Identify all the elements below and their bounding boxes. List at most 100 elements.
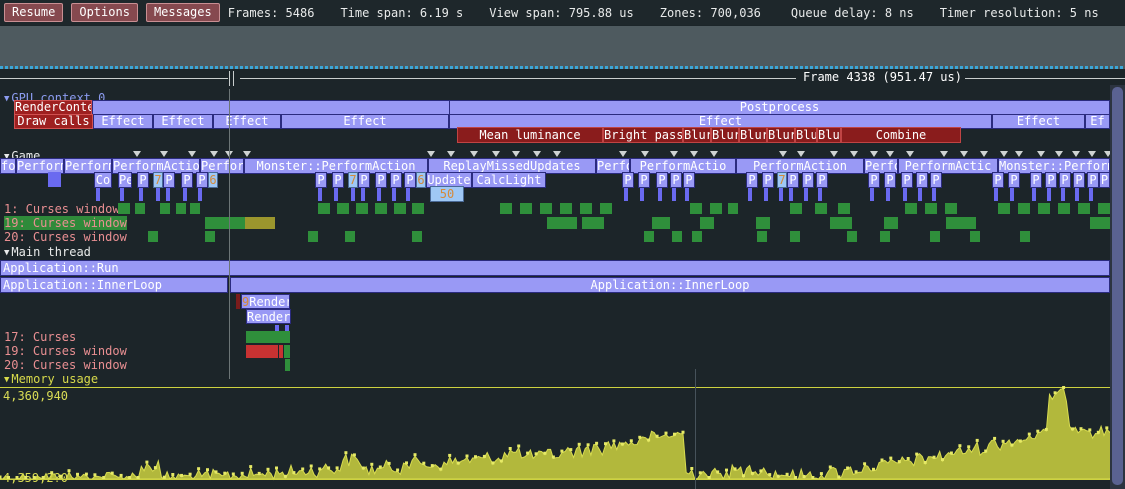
game-bar-row20-1[interactable] xyxy=(205,231,215,242)
zone-application-innerloop-left[interactable]: Application::InnerLoop xyxy=(0,277,228,293)
collapse-arrow-icon[interactable]: ▼ xyxy=(4,248,10,258)
game-lock-33[interactable] xyxy=(1047,188,1051,201)
game-lock-10[interactable] xyxy=(361,188,365,201)
collapse-arrow-icon[interactable]: ▼ xyxy=(4,152,10,162)
game-zone-r0-11[interactable]: PerformActic xyxy=(898,158,998,174)
game-lock-wide[interactable] xyxy=(48,172,61,187)
game-bar-row1-10[interactable] xyxy=(412,203,424,214)
game-bar-row19-1[interactable] xyxy=(245,217,275,229)
main-bar-19c[interactable] xyxy=(284,345,290,358)
game-thread-1-label[interactable]: 1: Curses window xyxy=(4,202,120,216)
game-bar-row20-6[interactable] xyxy=(672,231,682,242)
game-zone-r1-28[interactable]: P xyxy=(816,172,828,188)
game-zone-r1-27[interactable]: P xyxy=(802,172,814,188)
game-bar-row19-4[interactable] xyxy=(652,217,670,229)
game-lock-30[interactable] xyxy=(994,188,998,201)
game-zone-r1-18[interactable]: P xyxy=(622,172,634,188)
game-lock-2[interactable] xyxy=(139,188,143,201)
game-bar-row1-12[interactable] xyxy=(520,203,532,214)
game-lock-35[interactable] xyxy=(1075,188,1079,201)
game-zone-r1-5[interactable]: P xyxy=(181,172,193,188)
game-bar-row1-27[interactable] xyxy=(1018,203,1030,214)
game-zone-r1-4[interactable]: P xyxy=(163,172,175,188)
game-zone-r1-30[interactable]: P xyxy=(884,172,896,188)
game-zone-r1-35[interactable]: P xyxy=(1008,172,1020,188)
gpu-zone-r2-2[interactable]: Ef xyxy=(1085,114,1110,129)
game-zone-r1-32[interactable]: P xyxy=(916,172,928,188)
game-bar-row1-21[interactable] xyxy=(815,203,827,214)
game-bar-row1-9[interactable] xyxy=(394,203,406,214)
game-bar-row20-14[interactable] xyxy=(1020,231,1030,242)
main-thread-17-label[interactable]: 17: Curses xyxy=(4,330,77,344)
game-zone-r0-12[interactable]: Monster::PerformAction xyxy=(998,158,1110,174)
zone-application-innerloop-right[interactable]: Application::InnerLoop xyxy=(230,277,1110,293)
game-zone-r1-22[interactable]: P xyxy=(683,172,695,188)
game-lock-11[interactable] xyxy=(377,188,381,201)
game-lock-34[interactable] xyxy=(1061,188,1065,201)
game-bar-row20-10[interactable] xyxy=(847,231,857,242)
game-bar-row1-26[interactable] xyxy=(998,203,1010,214)
messages-button[interactable]: Messages xyxy=(145,3,220,22)
game-bar-row1-29[interactable] xyxy=(1058,203,1070,214)
game-zone-r0-7[interactable]: Perfo xyxy=(596,158,630,174)
lock-marker-3[interactable] xyxy=(285,325,289,336)
main-bar-19a[interactable] xyxy=(246,345,278,358)
game-lock-27[interactable] xyxy=(903,188,907,201)
game-bar-row1-25[interactable] xyxy=(945,203,957,214)
zone-application-run[interactable]: Application::Run xyxy=(0,260,1110,276)
game-bar-row20-11[interactable] xyxy=(880,231,890,242)
game-bar-row1-17[interactable] xyxy=(690,203,702,214)
game-bar-row20-4[interactable] xyxy=(412,231,422,242)
game-lock-9[interactable] xyxy=(351,188,355,201)
gpu-zone-r3-1[interactable]: Bright pass xyxy=(603,127,683,143)
game-zone-r1-23[interactable]: P xyxy=(746,172,758,188)
main-bar-19b[interactable] xyxy=(279,345,283,358)
game-bar-row20-0[interactable] xyxy=(148,231,158,242)
game-zone-r1-8[interactable]: P xyxy=(315,172,327,188)
game-lock-7[interactable] xyxy=(318,188,322,201)
game-lock-28[interactable] xyxy=(918,188,922,201)
game-lock-20[interactable] xyxy=(764,188,768,201)
timeline[interactable]: Frame 4338 (951.47 us) ▼ GPU context 0 Re… xyxy=(0,69,1125,489)
gpu-zone-r1-2[interactable]: Effect xyxy=(153,114,213,129)
game-zone-r0-0[interactable]: fo xyxy=(0,158,16,174)
game-lock-8[interactable] xyxy=(334,188,338,201)
game-zone-r1-6[interactable]: P xyxy=(196,172,208,188)
game-bar-row1-30[interactable] xyxy=(1078,203,1090,214)
game-bar-row1-1[interactable] xyxy=(135,203,145,214)
vertical-scrollbar[interactable] xyxy=(1110,85,1125,489)
game-bar-row19-8[interactable] xyxy=(884,217,898,229)
game-zone-r1-10[interactable]: 7 xyxy=(348,172,358,188)
memory-usage-plot[interactable]: 4,360,940 4,359,2?0 xyxy=(0,379,1125,489)
lock-marker-2[interactable] xyxy=(275,325,279,336)
game-bar-row1-7[interactable] xyxy=(356,203,368,214)
game-bar-row20-9[interactable] xyxy=(790,231,800,242)
game-zone-r1-3[interactable]: 7 xyxy=(153,172,163,188)
gpu-zone-r2-1[interactable]: Effect xyxy=(992,114,1085,129)
game-zone-r1-9[interactable]: P xyxy=(332,172,344,188)
game-zone-r1-11[interactable]: P xyxy=(358,172,370,188)
timeline-ruler[interactable]: Frame 4338 (951.47 us) xyxy=(0,69,1125,89)
game-lock-1[interactable] xyxy=(120,188,124,201)
game-lock-4[interactable] xyxy=(166,188,170,201)
game-bar-row20-13[interactable] xyxy=(970,231,980,242)
game-zone-r1-37[interactable]: P xyxy=(1045,172,1057,188)
game-zone-r1-15[interactable]: 6 xyxy=(416,172,426,188)
game-lock-36[interactable] xyxy=(1089,188,1093,201)
game-bar-row20-7[interactable] xyxy=(692,231,702,242)
game-bar-row19-6[interactable] xyxy=(756,217,770,229)
game-lock-6[interactable] xyxy=(198,188,202,201)
game-bar-row1-11[interactable] xyxy=(500,203,512,214)
gpu-zone-r0-0[interactable]: RenderContext xyxy=(14,100,92,115)
gpu-zone-r3-7[interactable]: Blur xyxy=(817,127,841,143)
gpu-zone-r1-5[interactable]: Postprocess xyxy=(449,100,1110,115)
game-bar-row1-6[interactable] xyxy=(337,203,349,214)
game-zone-r1-41[interactable]: P xyxy=(1099,172,1110,188)
game-bar-row20-3[interactable] xyxy=(345,231,355,242)
collapse-arrow-icon[interactable]: ▼ xyxy=(4,375,10,385)
game-thread-19-label[interactable]: 19: Curses window xyxy=(4,216,127,230)
game-zone-r1-31[interactable]: P xyxy=(901,172,913,188)
game-zone-r1-40[interactable]: P xyxy=(1087,172,1099,188)
game-zone-r0-9[interactable]: PerformAction xyxy=(736,158,864,174)
game-bar-row1-19[interactable] xyxy=(728,203,738,214)
